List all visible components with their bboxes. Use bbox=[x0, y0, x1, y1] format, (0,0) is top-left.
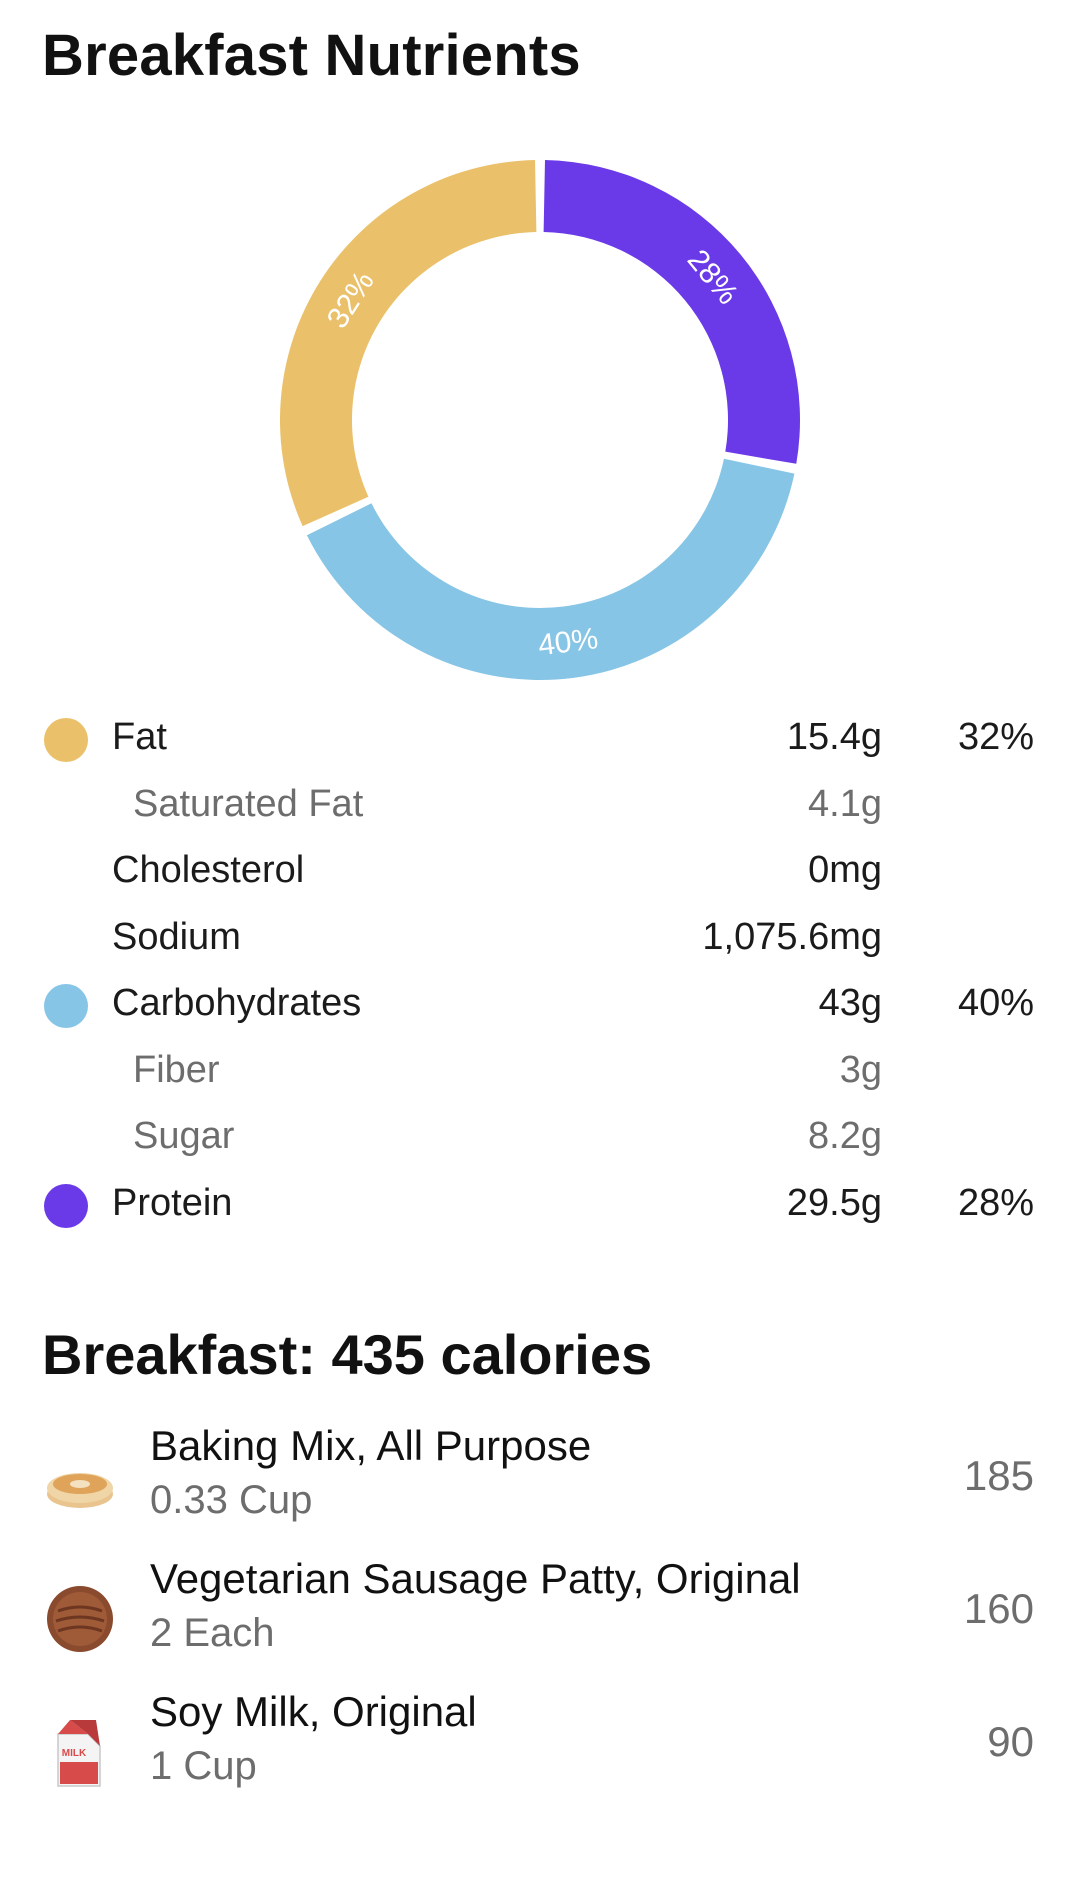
nutrient-label: Protein bbox=[112, 1182, 233, 1224]
nutrient-value: 15.4g bbox=[786, 716, 882, 758]
nutrient-label: Sodium bbox=[112, 916, 241, 958]
food-calories: 90 bbox=[987, 1718, 1034, 1765]
donut-segment-carbohydrates[interactable] bbox=[306, 458, 795, 680]
donut-segment-fat[interactable] bbox=[280, 160, 537, 527]
svg-text:MILK: MILK bbox=[62, 1748, 87, 1759]
milk-carton-icon: MILK bbox=[57, 1720, 101, 1787]
food-calories: 160 bbox=[963, 1585, 1034, 1632]
page-title: Breakfast Nutrients bbox=[42, 23, 581, 88]
food-name: Baking Mix, All Purpose bbox=[150, 1422, 592, 1469]
nutrient-donut-chart: 28%40%32% bbox=[280, 160, 800, 680]
nutrient-row-sodium[interactable]: Sodium 1,075.6mg bbox=[0, 910, 1080, 970]
nutrient-label: Fiber bbox=[133, 1049, 220, 1091]
food-item-vegetarian-sausage[interactable]: Vegetarian Sausage Patty, Original 2 Eac… bbox=[0, 1555, 1080, 1685]
nutrient-row-fiber[interactable]: Fiber 3g bbox=[0, 1043, 1080, 1103]
food-item-baking-mix[interactable]: Baking Mix, All Purpose 0.33 Cup 185 bbox=[0, 1422, 1080, 1552]
pancake-icon bbox=[47, 1473, 113, 1508]
nutrient-label: Cholesterol bbox=[112, 849, 305, 891]
nutrient-value: 1,075.6mg bbox=[702, 916, 882, 958]
food-item-soy-milk[interactable]: MILK Soy Milk, Original 1 Cup 90 bbox=[0, 1688, 1080, 1818]
nutrient-value: 3g bbox=[839, 1049, 882, 1091]
nutrient-row-protein[interactable]: Protein 29.5g 28% bbox=[0, 1176, 1080, 1236]
sausage-patty-icon bbox=[47, 1586, 113, 1652]
donut-segment-protein[interactable] bbox=[543, 160, 800, 464]
meal-calories-title: Breakfast: 435 calories bbox=[42, 1323, 653, 1386]
carbohydrates-color-dot bbox=[44, 984, 88, 1028]
nutrient-row-saturated-fat[interactable]: Saturated Fat 4.1g bbox=[0, 777, 1080, 837]
nutrient-row-sugar[interactable]: Sugar 8.2g bbox=[0, 1109, 1080, 1169]
protein-color-dot bbox=[44, 1184, 88, 1228]
nutrient-value: 0mg bbox=[808, 849, 882, 891]
nutrient-value: 29.5g bbox=[786, 1182, 882, 1224]
donut-label-carbohydrates: 40% bbox=[536, 622, 600, 662]
nutrient-percent: 28% bbox=[957, 1182, 1034, 1224]
food-quantity: 2 Each bbox=[150, 1611, 275, 1655]
food-quantity: 0.33 Cup bbox=[150, 1478, 313, 1522]
nutrient-value: 4.1g bbox=[808, 783, 882, 825]
food-calories: 185 bbox=[963, 1452, 1034, 1499]
nutrient-row-cholesterol[interactable]: Cholesterol 0mg bbox=[0, 843, 1080, 903]
nutrient-label: Saturated Fat bbox=[133, 783, 364, 825]
nutrient-row-carbohydrates[interactable]: Carbohydrates 43g 40% bbox=[0, 976, 1080, 1036]
nutrient-value: 8.2g bbox=[808, 1115, 882, 1157]
nutrient-percent: 32% bbox=[957, 716, 1034, 758]
nutrient-label: Carbohydrates bbox=[112, 982, 362, 1024]
nutrient-percent: 40% bbox=[957, 982, 1034, 1024]
nutrient-value: 43g bbox=[818, 982, 882, 1024]
fat-color-dot bbox=[44, 718, 88, 762]
food-name: Vegetarian Sausage Patty, Original bbox=[150, 1555, 801, 1602]
food-quantity: 1 Cup bbox=[150, 1744, 257, 1788]
nutrient-label: Fat bbox=[112, 716, 167, 758]
nutrient-row-fat[interactable]: Fat 15.4g 32% bbox=[0, 710, 1080, 770]
nutrient-label: Sugar bbox=[133, 1115, 235, 1157]
food-name: Soy Milk, Original bbox=[150, 1688, 477, 1735]
